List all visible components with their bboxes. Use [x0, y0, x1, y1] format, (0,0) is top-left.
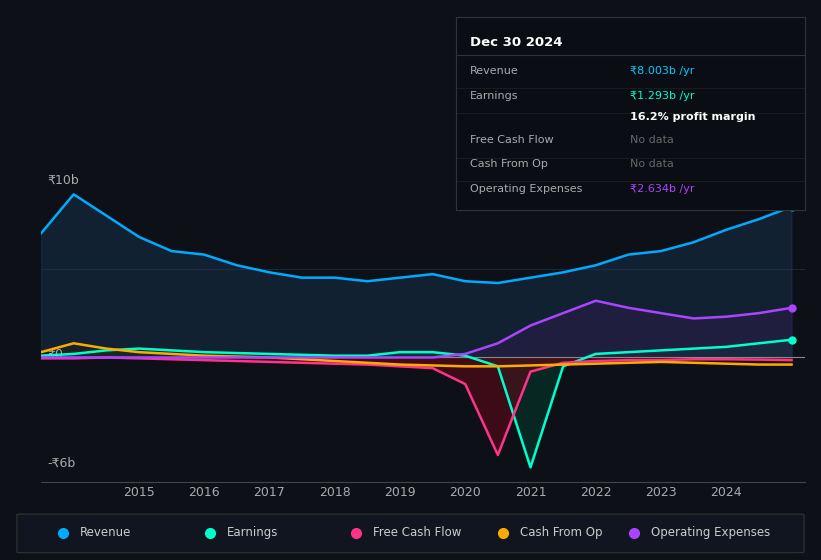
Text: Cash From Op: Cash From Op: [520, 526, 603, 539]
Text: Operating Expenses: Operating Expenses: [651, 526, 771, 539]
Text: Revenue: Revenue: [470, 66, 518, 76]
Text: Dec 30 2024: Dec 30 2024: [470, 36, 562, 49]
Text: No data: No data: [631, 158, 674, 169]
Text: ₹10b: ₹10b: [48, 174, 80, 186]
Text: ₹1.293b /yr: ₹1.293b /yr: [631, 91, 695, 101]
Text: Free Cash Flow: Free Cash Flow: [374, 526, 462, 539]
FancyBboxPatch shape: [17, 514, 804, 553]
Text: ₹8.003b /yr: ₹8.003b /yr: [631, 66, 695, 76]
Text: ₹0: ₹0: [48, 348, 63, 361]
Text: Operating Expenses: Operating Expenses: [470, 184, 582, 194]
Text: Earnings: Earnings: [227, 526, 278, 539]
Text: 16.2% profit margin: 16.2% profit margin: [631, 112, 755, 122]
Text: No data: No data: [631, 136, 674, 146]
Text: Revenue: Revenue: [80, 526, 131, 539]
Text: Free Cash Flow: Free Cash Flow: [470, 136, 553, 146]
Text: Cash From Op: Cash From Op: [470, 158, 548, 169]
Text: Earnings: Earnings: [470, 91, 518, 101]
Text: -₹6b: -₹6b: [48, 458, 76, 470]
Text: ₹2.634b /yr: ₹2.634b /yr: [631, 184, 695, 194]
